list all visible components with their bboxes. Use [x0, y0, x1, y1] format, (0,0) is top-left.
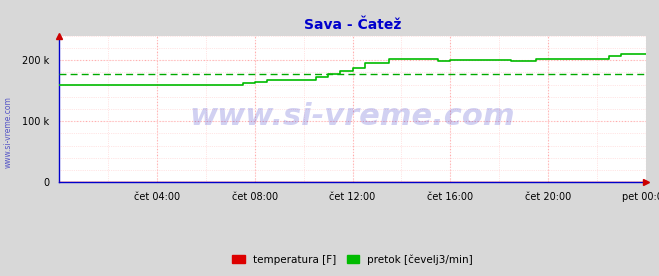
Title: Sava - Čatež: Sava - Čatež: [304, 18, 401, 32]
Text: www.si-vreme.com: www.si-vreme.com: [190, 102, 515, 131]
Text: www.si-vreme.com: www.si-vreme.com: [3, 97, 13, 168]
Legend: temperatura [F], pretok [čevelj3/min]: temperatura [F], pretok [čevelj3/min]: [232, 254, 473, 265]
